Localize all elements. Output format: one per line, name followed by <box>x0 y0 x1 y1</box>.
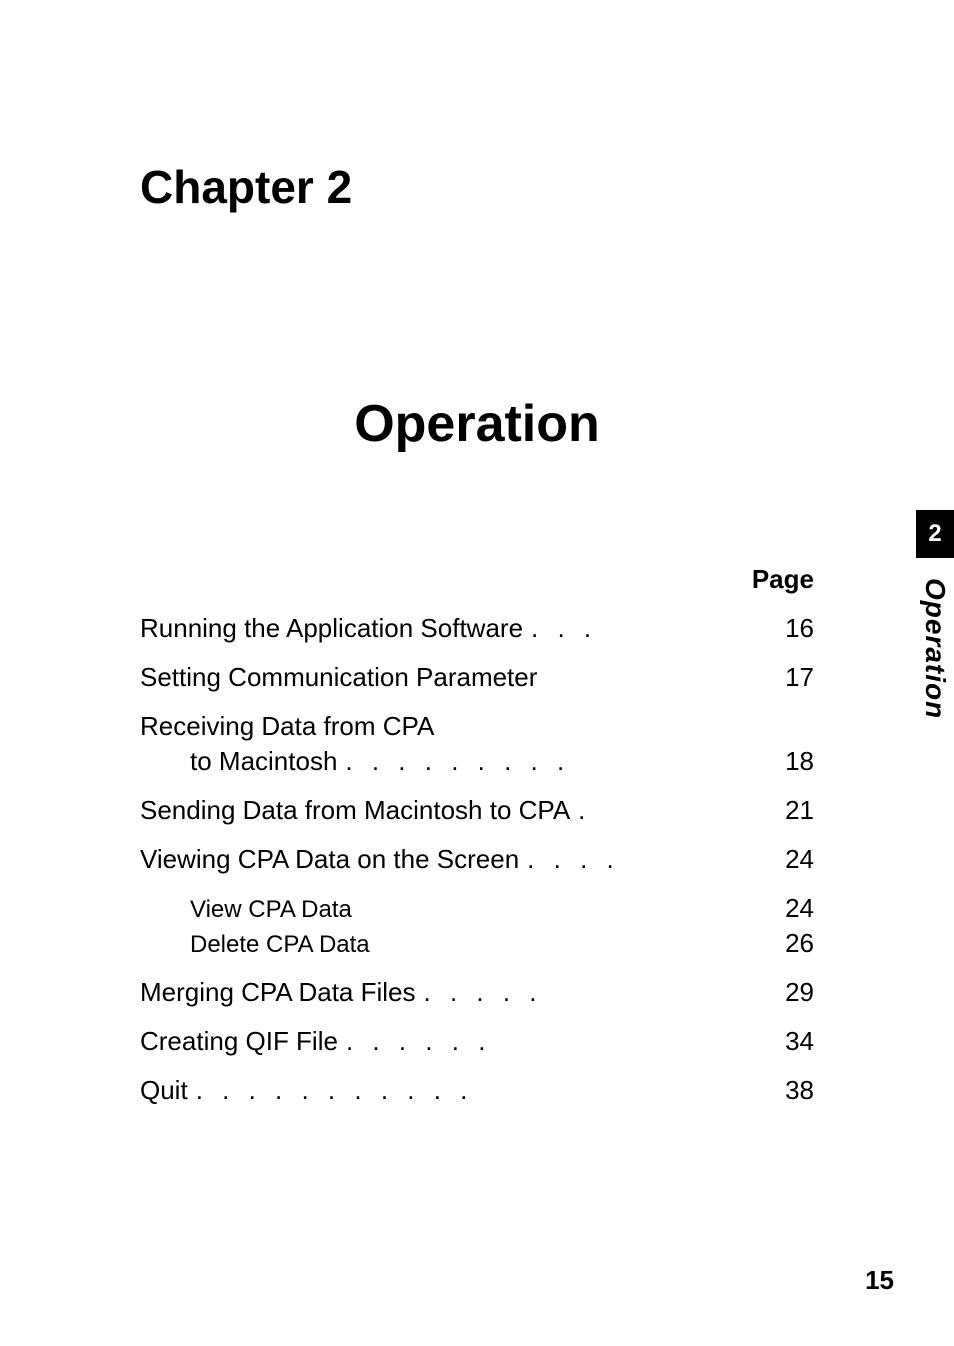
toc-page: 29 <box>778 977 814 1008</box>
toc-label-cont: to Macintosh <box>190 746 337 777</box>
toc-entry-viewing: Viewing CPA Data on the Screen . . . . 2… <box>140 844 844 959</box>
page-content: Chapter 2 Operation Page Running the App… <box>0 0 954 1106</box>
chapter-title: Operation <box>110 394 844 454</box>
toc-entry-receiving: Receiving Data from CPA to Macintosh . .… <box>140 711 844 777</box>
toc-page: 17 <box>778 662 814 693</box>
toc-label: Creating QIF File <box>140 1026 338 1057</box>
toc-page: 18 <box>778 746 814 777</box>
toc-page: 24 <box>778 844 814 875</box>
toc-page: 34 <box>778 1026 814 1057</box>
toc-sub-label: Delete CPA Data <box>190 931 370 959</box>
toc-entry-setting: Setting Communication Parameter 17 <box>140 662 844 693</box>
side-tab-number: 2 <box>916 510 954 558</box>
toc-sub-label: View CPA Data <box>190 896 352 924</box>
toc-entry-creating: Creating QIF File . . . . . . 34 <box>140 1026 844 1057</box>
page-number: 15 <box>865 1265 894 1296</box>
toc-label: Sending Data from Macintosh to CPA <box>140 795 570 826</box>
toc-entry-running: Running the Application Software . . . 1… <box>140 613 844 644</box>
toc-page: 21 <box>778 795 814 826</box>
toc-label: Quit <box>140 1075 188 1106</box>
toc-entry-quit: Quit . . . . . . . . . . . 38 <box>140 1075 844 1106</box>
toc-entry-sending: Sending Data from Macintosh to CPA . 21 <box>140 795 844 826</box>
chapter-heading: Chapter 2 <box>140 160 844 214</box>
toc-leader: . . . . . . . . . . . <box>196 1075 770 1106</box>
toc-label: Running the Application Software <box>140 613 523 644</box>
side-tab: 2 Operation <box>916 510 954 719</box>
toc-page: 38 <box>778 1075 814 1106</box>
toc-page: 16 <box>778 613 814 644</box>
toc-label: Merging CPA Data Files <box>140 977 416 1008</box>
toc-leader: . . . <box>531 613 770 644</box>
toc-page-header: Page <box>140 564 844 595</box>
toc-leader: . . . . . <box>424 977 770 1008</box>
toc-leader: . . . . <box>527 844 770 875</box>
toc-page: 26 <box>778 928 814 959</box>
toc-label: Setting Communication Parameter <box>140 662 537 693</box>
toc-leader: . . . . . . . . . <box>345 746 770 777</box>
toc-label: Receiving Data from CPA <box>140 711 844 742</box>
toc-page: 24 <box>778 893 814 924</box>
side-tab-label: Operation <box>919 578 951 719</box>
toc-leader: . <box>578 795 770 826</box>
toc-leader: . . . . . . <box>346 1026 770 1057</box>
toc-label: Viewing CPA Data on the Screen <box>140 844 519 875</box>
toc-entry-merging: Merging CPA Data Files . . . . . 29 <box>140 977 844 1008</box>
